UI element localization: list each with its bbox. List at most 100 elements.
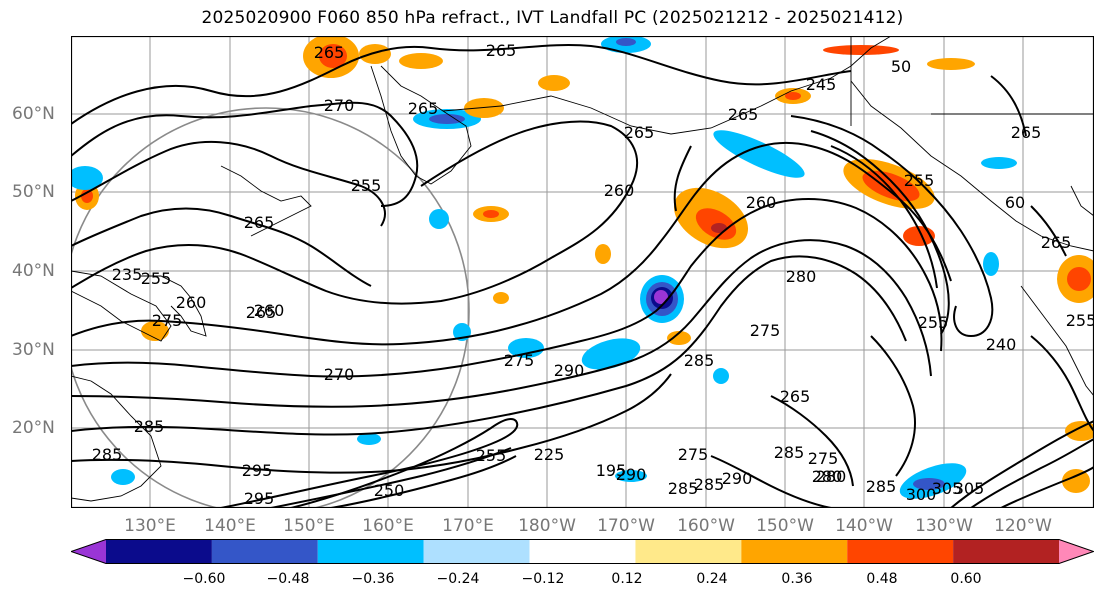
lat-label: 20°N [12,418,55,438]
colorbar-segment [635,539,742,564]
colorbar-tick: −0.60 [182,571,226,587]
contour-label: 285 [866,477,897,496]
colorbar-tick: −0.36 [351,571,395,587]
colorbar-segment [211,539,318,564]
lon-label: 160°E [362,516,414,536]
lon-label: 160°W [677,516,735,536]
lon-label: 150°E [283,516,335,536]
contour-label: 285 [134,417,165,436]
contour-label: 300 [906,485,937,504]
contour-label: 290 [554,361,585,380]
colorbar-tick: −0.24 [436,571,480,587]
contour-label: 290 [722,469,753,488]
contour-label: 285 [774,443,805,462]
contour-label: 290 [616,465,647,484]
colorbar-tick: −0.12 [521,571,565,587]
contour-label: 265 [246,303,277,322]
contour-label: 275 [750,321,781,340]
lat-label: 30°N [12,340,55,360]
lon-label: 170°E [442,516,494,536]
colorbar-tick: 0.24 [696,571,728,587]
contour-label: 265 [780,387,811,406]
colorbar-segment [71,539,106,564]
contour-label: 280 [812,467,843,486]
contour-label: 285 [684,351,715,370]
colorbar-segment [106,539,212,564]
colorbar-segment [423,539,530,564]
colorbar-tick: 0.60 [950,571,982,587]
anomaly-fills [71,36,1094,499]
contour-label: 50 [891,57,911,76]
lon-label: 170°W [597,516,655,536]
lon-label: 120°W [994,516,1052,536]
contour-label: 265 [314,43,345,62]
lat-label: 50°N [12,182,55,202]
contour-label: 255 [351,176,382,195]
contour-label: 265 [1011,123,1042,142]
contour-label: 265 [624,123,655,142]
contour-label: 305 [954,479,985,498]
contour-label: 295 [242,461,273,480]
contour-label: 275 [504,351,535,370]
contour-label: 285 [694,475,725,494]
colorbar-tick: −0.48 [266,571,310,587]
lon-label: 130°W [915,516,973,536]
lon-label: 140°E [204,516,256,536]
contour-label: 265 [1041,233,1072,252]
colorbar-segment [1059,539,1094,564]
contour-label: 270 [324,96,355,115]
lon-label: 180°W [518,516,576,536]
contour-label: 255 [904,171,935,190]
contour-label: 255 [141,269,172,288]
contour-label: 275 [808,449,839,468]
lon-label: 130°E [124,516,176,536]
colorbar-segment [741,539,848,564]
map-panel: 265 265 265 245 50 265 265 265 270 265 2… [71,36,1094,508]
contour-label: 240 [986,335,1017,354]
contour-label: 285 [668,479,699,498]
contour-label: 275 [152,311,183,330]
contour-label: 270 [324,365,355,384]
colorbar-tick: 0.36 [781,571,813,587]
contour-label: 225 [534,445,565,464]
contour-label: 260 [176,293,207,312]
contour-label: 260 [254,301,285,320]
colorbar-segment [847,539,954,564]
contour-label: 265 [486,41,517,60]
colorbar-segment [317,539,424,564]
contour-label: 280 [786,267,817,286]
colorbar-tick: 0.48 [866,571,898,587]
contour-label: 260 [604,181,635,200]
lat-label: 60°N [12,104,55,124]
contour-labels: 265 265 265 245 50 265 265 265 270 265 2… [92,41,1094,508]
colorbar-segment [953,539,1059,564]
contour-label: 265 [244,213,275,232]
colorbar-segment [529,539,636,564]
contour-label: 60 [1005,193,1025,212]
map-title: 2025020900 F060 850 hPa refract., IVT La… [201,8,904,28]
graticule [71,36,1094,508]
contour-label: 245 [806,75,837,94]
contour-label: 280 [816,467,847,486]
contour-label: 255 [918,313,949,332]
contour-label: 255 [1066,311,1094,330]
lat-label: 40°N [12,261,55,281]
contour-label: 275 [678,445,709,464]
contour-label: 260 [746,193,777,212]
contour-label: 285 [92,445,123,464]
contour-label: 295 [244,489,275,508]
contour-label: 195 [596,461,627,480]
landfall-radius-circle [71,107,470,508]
contour-label: 265 [408,99,439,118]
contour-label: 265 [728,105,759,124]
colorbar-tick: 0.12 [611,571,643,587]
coastlines [71,36,1094,502]
lon-label: 140°W [835,516,893,536]
contour-label: 235 [112,265,143,284]
lon-label: 150°W [756,516,814,536]
contour-lines [71,43,1094,508]
contour-label: 305 [932,479,963,498]
contour-label: 255 [476,446,507,465]
colorbar [71,539,1094,564]
contour-label: 250 [374,481,405,500]
